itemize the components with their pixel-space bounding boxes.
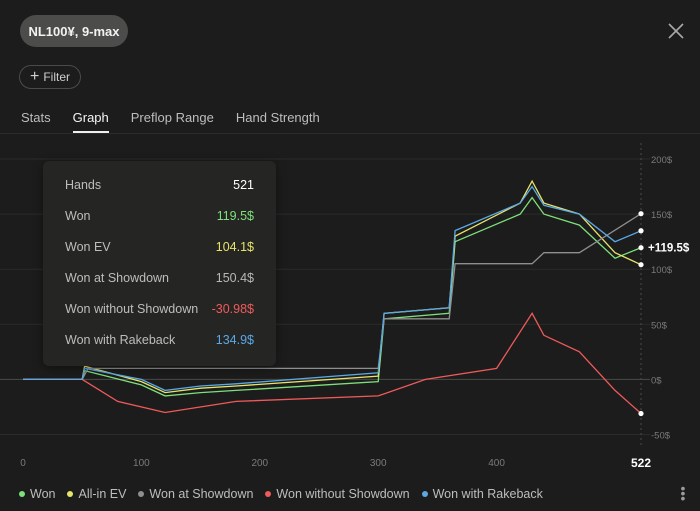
tab-preflop-range[interactable]: Preflop Range	[130, 110, 214, 125]
legend-item[interactable]: Won at Showdown	[138, 487, 253, 501]
legend-label: Won at Showdown	[149, 487, 254, 501]
tooltip-value: 521	[233, 178, 254, 192]
tooltip-label: Won with Rakeback	[65, 333, 176, 347]
legend-label: Won without Showdown	[276, 487, 410, 501]
tooltip-row: Won with Rakeback 134.9$	[65, 333, 254, 349]
legend-dot-icon	[265, 491, 272, 497]
tooltip-label: Won	[65, 209, 91, 223]
series-end-point	[638, 228, 644, 234]
tooltip-row: Won 119.5$	[65, 209, 254, 225]
series-line	[23, 185, 642, 392]
series-line	[23, 312, 642, 414]
game-label: NL100¥, 9-max	[28, 23, 120, 39]
series-end-point	[638, 410, 644, 417]
tab-hand-strength[interactable]: Hand Strength	[235, 110, 320, 125]
tooltip-label: Hands	[65, 178, 102, 192]
tab-graph[interactable]: Graph	[72, 110, 109, 133]
tooltip-value: -30.98$	[211, 302, 254, 316]
y-tick-label: 50$	[651, 320, 668, 331]
more-vertical-icon[interactable]: • • •	[680, 480, 686, 506]
tooltip-value: 119.5$	[216, 209, 254, 223]
tab-bar: Stats Graph Preflop Range Hand Strength	[21, 110, 320, 133]
legend-item[interactable]: All-in EV	[67, 487, 126, 501]
tooltip-label: Won at Showdown	[65, 271, 169, 285]
y-tick-label: 0$	[651, 375, 662, 386]
tab-stats[interactable]: Stats	[21, 110, 51, 125]
legend-label: All-in EV	[78, 487, 127, 501]
series-line	[23, 213, 642, 381]
chart-legend: Won All-in EV Won at Showdown Won without S…	[19, 487, 543, 501]
stats-tooltip: Hands 521 Won 119.5$ Won EV 104.1$ Won at Show…	[43, 161, 276, 366]
tooltip-value: 150.4$	[215, 271, 254, 285]
x-tick-label: 400	[488, 458, 505, 469]
x-tick-label: 300	[370, 458, 387, 469]
tooltip-row: Won without Showdown -30.98$	[65, 302, 254, 318]
series-end-point	[638, 245, 644, 251]
tooltip-row: Hands 521	[65, 178, 254, 194]
x-tick-label: 200	[251, 458, 268, 469]
legend-dot-icon	[421, 491, 428, 497]
legend-item[interactable]: Won with Rakeback	[421, 487, 543, 501]
series-end-point	[638, 262, 644, 268]
close-icon[interactable]	[667, 22, 685, 40]
game-filter-chip[interactable]: NL100¥, 9-max	[20, 15, 128, 47]
filter-button[interactable]: + Filter	[19, 65, 81, 89]
legend-label: Won	[30, 487, 56, 501]
plus-icon: +	[29, 68, 40, 85]
legend-dot-icon	[138, 491, 145, 497]
series-end-point	[638, 211, 644, 217]
tooltip-label: Won EV	[65, 240, 111, 254]
legend-item[interactable]: Won	[19, 487, 55, 501]
legend-item[interactable]: Won without Showdown	[265, 487, 410, 501]
tooltip-label: Won without Showdown	[65, 302, 199, 316]
y-tick-label: 100$	[651, 265, 673, 276]
legend-label: Won with Rakeback	[432, 487, 543, 501]
tooltip-row: Won at Showdown 150.4$	[65, 271, 254, 287]
x-tick-label: 0	[20, 458, 26, 469]
y-tick-label: 200$	[651, 155, 673, 166]
tooltip-row: Won EV 104.1$	[65, 240, 254, 256]
filter-label: Filter	[43, 70, 70, 84]
end-value-label: +119.5$	[648, 243, 690, 255]
y-tick-label: 150$	[651, 210, 673, 221]
results-graph[interactable]: 200$ 150$ 100$ 50$ 0$ -50$ 0 100 200 300 400 522 +11…	[0, 0, 700, 480]
x-tick-label: 100	[133, 458, 150, 469]
tooltip-value: 104.1$	[215, 240, 254, 254]
y-tick-label: -50$	[651, 430, 671, 441]
legend-dot-icon	[19, 491, 25, 497]
tab-divider	[0, 133, 700, 134]
legend-dot-icon	[67, 491, 74, 497]
x-end-label: 522	[631, 456, 651, 470]
tooltip-value: 134.9$	[215, 333, 254, 347]
